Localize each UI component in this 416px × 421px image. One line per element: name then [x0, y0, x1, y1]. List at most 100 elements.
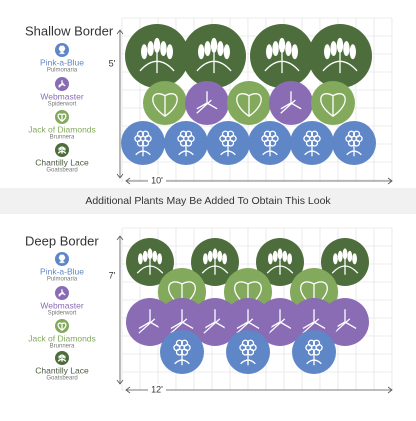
plant [164, 121, 208, 165]
leaf [138, 253, 143, 265]
legend-name: Chantilly Lace [35, 157, 89, 167]
leaf [337, 250, 343, 262]
leaf [198, 44, 205, 60]
plant [126, 238, 174, 286]
leaf [157, 253, 163, 265]
plant [292, 330, 336, 374]
stem [135, 144, 151, 157]
plant [55, 143, 69, 157]
leaf [282, 250, 288, 262]
floret [184, 130, 193, 138]
floret [221, 130, 230, 138]
leaf [166, 44, 173, 60]
heart-leaf [57, 322, 67, 331]
floret [175, 339, 184, 347]
legend-species: Brunnera [50, 135, 75, 141]
width-label: 10' [151, 175, 163, 185]
petals [333, 309, 357, 334]
leaves [57, 357, 67, 362]
leaves [322, 51, 358, 74]
heart-leaf [236, 93, 262, 117]
stem [59, 50, 65, 55]
note: Additional Plants May Be Added To Obtain… [85, 195, 331, 207]
heart-leaf [152, 93, 178, 117]
leaf [291, 44, 298, 60]
note-band [0, 188, 416, 214]
leaves [196, 51, 232, 74]
floret [246, 339, 255, 347]
leaf [333, 253, 338, 265]
floret [312, 339, 321, 347]
legend-species: Pulmonaria [47, 68, 78, 74]
legend-species: Spiderwort [48, 311, 77, 317]
plant [125, 24, 189, 88]
leaf [160, 41, 167, 56]
floret [268, 139, 277, 147]
leaf [207, 250, 213, 262]
legend-name: Jack of Diamonds [28, 124, 96, 134]
petals [170, 309, 194, 334]
leaves [201, 258, 229, 275]
floret [263, 130, 272, 138]
plant [143, 81, 187, 125]
stem [304, 144, 320, 157]
floret [352, 130, 361, 138]
leaf [217, 41, 224, 56]
leaf [217, 250, 223, 262]
leaf [268, 253, 273, 265]
leaf [64, 147, 66, 151]
leaf [330, 41, 337, 56]
plant [227, 81, 271, 125]
leaf [352, 253, 357, 265]
leaves [331, 258, 359, 275]
legend-species: Spiderwort [48, 102, 77, 108]
leaf [147, 248, 153, 260]
floret [312, 348, 321, 356]
leaf [61, 146, 63, 150]
plant [191, 238, 239, 286]
plant [321, 238, 369, 286]
legend-species: Brunnera [50, 344, 75, 350]
petals [302, 309, 326, 334]
leaf [342, 248, 348, 260]
leaf [61, 354, 63, 358]
legend-species: Goatsbeard [46, 168, 77, 174]
leaf [58, 147, 60, 151]
plant [311, 81, 355, 125]
floret [307, 339, 316, 347]
leaf [147, 41, 154, 56]
floret [347, 130, 356, 138]
stem [262, 144, 278, 157]
plant [55, 77, 69, 91]
legend-name: Chantilly Lace [35, 365, 89, 375]
plant [250, 24, 314, 88]
plant [55, 43, 69, 57]
floret [226, 130, 235, 138]
leaf [336, 37, 344, 53]
leaf [278, 37, 286, 53]
leaf [142, 250, 148, 262]
leaves [139, 51, 175, 74]
leaf [152, 250, 158, 262]
leaf [222, 253, 228, 265]
plant [55, 286, 69, 300]
leaf [153, 37, 161, 53]
stem [220, 144, 236, 157]
width-label: 12' [151, 384, 163, 394]
stem [174, 353, 190, 366]
legend-name: Webmaster [40, 91, 83, 101]
leaf [324, 44, 331, 60]
plant [55, 351, 69, 365]
leaf [203, 253, 208, 265]
leaf [59, 354, 62, 358]
petals [58, 289, 66, 297]
leaf [210, 37, 218, 53]
floret [141, 139, 150, 147]
legend-name: Webmaster [40, 300, 83, 310]
leaf [58, 355, 60, 359]
petals [236, 309, 260, 334]
floret [141, 130, 150, 138]
petals [58, 80, 66, 88]
plant [332, 121, 376, 165]
floret [136, 130, 145, 138]
